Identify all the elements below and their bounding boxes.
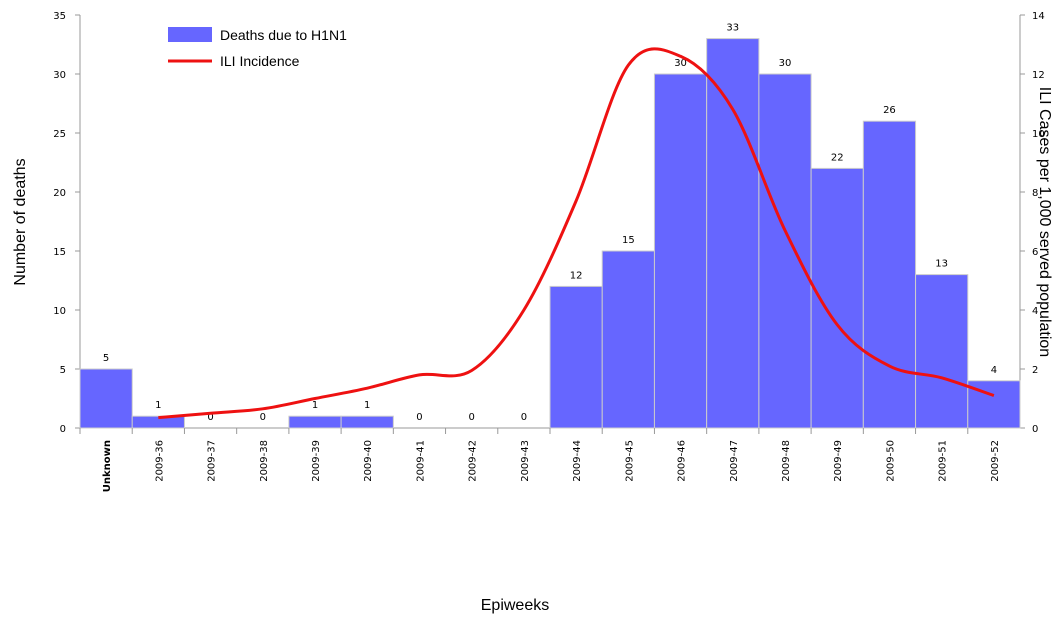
x-tick-label: 2009-44 [572,440,583,482]
value-label: 5 [103,353,109,364]
x-tick-label: 2009-41 [415,440,426,482]
value-label: 12 [570,270,583,281]
value-label: 26 [883,105,896,116]
value-label: 4 [991,365,997,376]
y-tick-label: 5 [60,365,66,376]
legend-label: Deaths due to H1N1 [220,27,347,43]
value-label: 15 [622,235,635,246]
y-tick-label: 35 [53,11,66,22]
y2-tick-label: 6 [1032,247,1038,258]
y2-tick-label: 2 [1032,365,1038,376]
x-tick-label: 2009-50 [885,440,896,482]
x-tick-label: Unknown [102,440,113,492]
y2-tick-label: 8 [1032,188,1038,199]
value-label: 1 [155,400,161,411]
y-tick-label: 20 [53,188,66,199]
bar [549,285,603,429]
x-tick-label: 2009-37 [207,440,218,482]
value-label: 1 [364,400,370,411]
value-label: 30 [674,58,687,69]
x-tick-label: 2009-42 [468,440,479,482]
x-tick-label: 2009-51 [938,440,949,482]
y2-axis-label: ILI Cases per 1,000 served population [1036,87,1053,357]
value-label: 1 [312,400,318,411]
x-tick-label: 2009-40 [363,440,374,482]
value-label: 0 [207,412,213,423]
x-tick-label: 2009-45 [624,440,635,482]
x-tick-label: 2009-43 [520,440,531,482]
x-tick-label: 2009-39 [311,440,322,482]
value-label: 13 [935,259,948,270]
y-tick-label: 15 [53,247,66,258]
bar [340,415,394,429]
value-label: 0 [468,412,474,423]
legend-swatch [168,27,212,42]
x-tick-label: 2009-49 [833,440,844,482]
value-label: 0 [521,412,527,423]
legend-label: ILI Incidence [220,53,300,69]
value-label: 0 [260,412,266,423]
x-tick-label: 2009-52 [990,440,1001,482]
value-label: 22 [831,152,844,163]
x-axis-label: Epiweeks [481,597,549,614]
bar [862,120,917,429]
y2-tick-label: 12 [1032,70,1045,81]
bar [79,368,133,429]
value-label: 33 [726,23,739,34]
bar [601,250,655,429]
y2-tick-label: 10 [1032,129,1045,140]
y2-tick-label: 0 [1032,424,1038,435]
x-tick-label: 2009-47 [729,440,740,482]
y-tick-label: 0 [60,424,66,435]
y2-tick-label: 14 [1032,11,1045,22]
bar [131,415,185,429]
bar [758,73,812,429]
y-tick-label: 30 [53,70,66,81]
x-tick-label: 2009-36 [154,440,165,482]
x-tick-label: 2009-48 [781,440,792,482]
bar [915,274,969,429]
value-label: 30 [779,58,792,69]
x-tick-label: 2009-46 [677,440,688,482]
y-axis-label: Number of deaths [12,158,29,285]
y2-tick-label: 4 [1032,306,1038,317]
ili-line [158,47,995,420]
bar [288,415,342,429]
bar [706,38,760,429]
y-tick-label: 25 [53,129,66,140]
x-tick-label: 2009-38 [259,440,270,482]
bar [653,73,708,429]
y-tick-label: 10 [53,306,66,317]
value-label: 0 [416,412,422,423]
